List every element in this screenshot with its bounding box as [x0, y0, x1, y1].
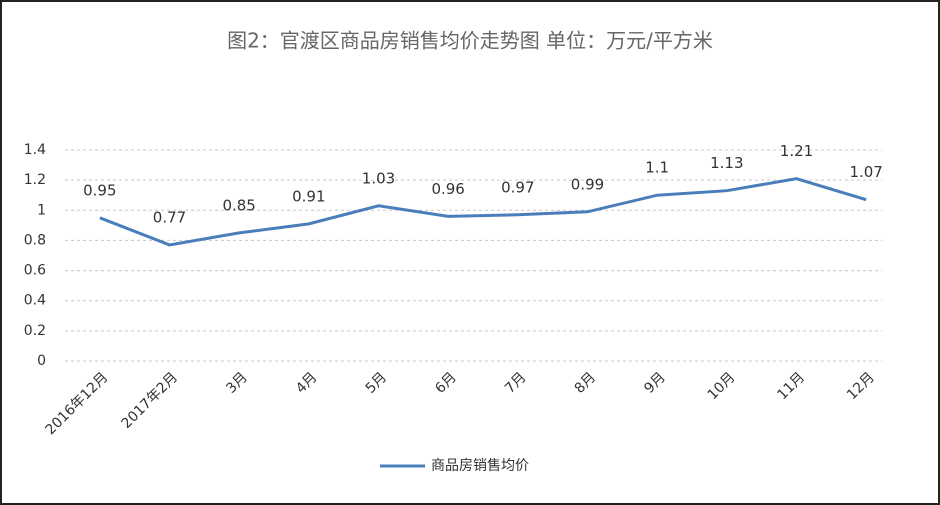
data-label: 1.21	[780, 142, 813, 160]
data-label: 0.96	[431, 180, 464, 198]
chart-title: 图2：官渡区商品房销售均价走势图 单位：万元/平方米	[227, 29, 713, 53]
data-label: 1.1	[645, 159, 669, 177]
line	[99, 177, 867, 247]
y-tick-label: 1.4	[24, 142, 46, 158]
data-label: 0.99	[571, 175, 604, 193]
data-label: 0.91	[292, 187, 325, 205]
legend-label: 商品房销售均价	[431, 458, 529, 474]
y-tick-label: 0	[37, 353, 46, 369]
y-tick-label: 0.8	[24, 232, 46, 248]
y-tick-label: 1.2	[24, 172, 46, 188]
y-tick-label: 0.6	[24, 263, 46, 279]
data-label: 1.07	[849, 163, 882, 181]
data-label: 0.97	[501, 178, 534, 196]
data-label: 1.13	[710, 154, 743, 172]
y-tick-label: 0.2	[24, 323, 46, 339]
y-tick-label: 1	[37, 202, 46, 218]
data-label: 0.77	[153, 208, 186, 226]
data-label: 0.85	[222, 196, 255, 214]
y-tick-label: 0.4	[24, 293, 46, 309]
data-label: 1.03	[362, 169, 395, 187]
data-label: 0.95	[83, 181, 116, 199]
